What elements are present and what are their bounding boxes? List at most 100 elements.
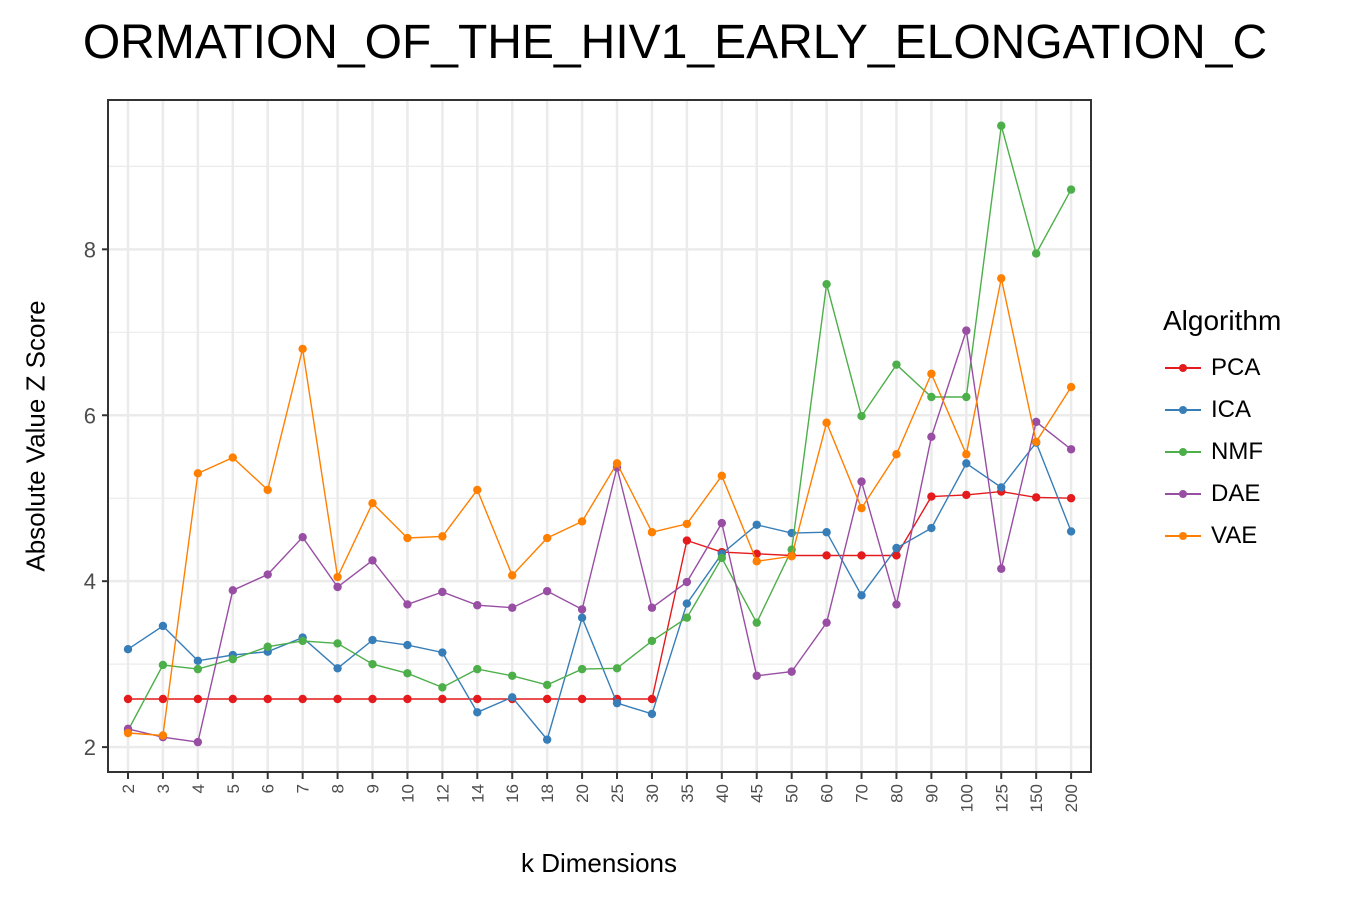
x-tick-label: 6: [259, 784, 278, 793]
data-point-vae: [717, 471, 727, 481]
x-tick-label: 10: [398, 784, 417, 803]
data-point-dae: [647, 603, 657, 612]
x-tick-label: 16: [503, 784, 522, 803]
series-layer: [123, 121, 1076, 747]
data-point-nmf: [717, 553, 727, 563]
data-point-dae: [438, 587, 447, 597]
data-point-nmf: [962, 392, 971, 402]
data-point-vae: [787, 552, 796, 561]
data-point-pca: [1066, 494, 1076, 503]
data-point-dae: [892, 600, 901, 609]
data-point-pca: [542, 694, 552, 704]
data-point-pca: [438, 694, 447, 704]
data-point-vae: [1031, 437, 1041, 447]
data-point-nmf: [577, 664, 587, 674]
x-tick-label: 12: [433, 784, 452, 803]
data-point-pca: [822, 551, 831, 560]
x-tick-label: 100: [957, 784, 976, 812]
data-point-pca: [298, 694, 307, 704]
series-line-ica: [127, 441, 1072, 742]
data-point-pca: [1031, 493, 1041, 502]
data-point-nmf: [1031, 249, 1041, 258]
data-point-dae: [508, 603, 517, 612]
data-point-nmf: [892, 360, 901, 369]
data-point-nmf: [158, 660, 168, 670]
data-point-ica: [577, 613, 587, 622]
y-axis-label: Absolute Value Z Score: [20, 300, 51, 572]
data-point-nmf: [682, 613, 692, 622]
data-point-ica: [857, 591, 866, 600]
data-point-dae: [333, 582, 342, 592]
data-point-pca: [123, 694, 133, 704]
data-point-ica: [822, 528, 831, 537]
data-point-dae: [193, 737, 203, 747]
data-point-vae: [822, 418, 831, 427]
data-point-dae: [752, 671, 761, 680]
legend-item-dae: DAE: [1163, 473, 1281, 515]
data-point-nmf: [473, 664, 482, 674]
data-point-pca: [403, 694, 412, 704]
data-point-vae: [857, 503, 866, 513]
data-point-dae: [577, 605, 587, 614]
data-point-nmf: [403, 669, 412, 678]
x-tick-label: 14: [468, 784, 487, 803]
x-tick-label: 40: [713, 784, 732, 803]
x-tick-label: 90: [922, 784, 941, 803]
x-tick-label: 125: [992, 784, 1011, 812]
data-point-ica: [403, 640, 412, 650]
series-dae: [123, 326, 1076, 747]
data-point-ica: [158, 621, 168, 631]
data-point-vae: [612, 459, 622, 468]
data-point-ica: [962, 459, 971, 468]
data-point-nmf: [822, 279, 831, 289]
data-point-vae: [927, 369, 936, 378]
chart-title: ORMATION_OF_THE_HIV1_EARLY_ELONGATION_C: [82, 16, 1268, 69]
legend-label: VAE: [1211, 522, 1258, 549]
data-point-dae: [403, 600, 412, 609]
data-point-nmf: [298, 636, 307, 646]
legend-label: DAE: [1211, 480, 1261, 507]
x-tick-label: 50: [783, 784, 802, 803]
data-point-nmf: [1066, 185, 1076, 194]
data-point-dae: [997, 564, 1006, 573]
data-point-ica: [752, 520, 761, 529]
x-tick-label: 30: [643, 784, 662, 803]
data-point-pca: [577, 694, 587, 704]
data-point-dae: [1066, 445, 1076, 454]
legend-swatch-vae: [1163, 526, 1203, 546]
data-point-ica: [542, 735, 552, 744]
legend-swatch-nmf: [1163, 442, 1203, 462]
data-point-ica: [123, 645, 133, 654]
data-point-vae: [438, 532, 447, 541]
y-tick-label: 4: [84, 569, 96, 594]
data-point-vae: [473, 485, 482, 495]
data-point-nmf: [542, 680, 552, 690]
x-tick-label: 5: [224, 784, 243, 793]
data-point-nmf: [368, 659, 377, 669]
legend-label: PCA: [1211, 354, 1261, 381]
data-point-nmf: [228, 654, 237, 664]
x-tick-label: 80: [887, 784, 906, 803]
data-point-dae: [717, 518, 727, 528]
data-point-dae: [368, 556, 377, 565]
legend-item-vae: VAE: [1163, 515, 1281, 557]
x-axis-label: k Dimensions: [520, 848, 678, 878]
data-point-dae: [542, 586, 552, 596]
data-point-nmf: [612, 664, 622, 673]
data-point-nmf: [263, 642, 272, 651]
data-point-ica: [892, 543, 901, 553]
x-tick-label: 45: [748, 784, 767, 803]
data-point-vae: [228, 453, 237, 462]
legend-item-ica: ICA: [1163, 389, 1281, 431]
data-point-pca: [263, 694, 272, 704]
x-tick-label: 70: [853, 784, 872, 803]
data-point-vae: [997, 274, 1006, 283]
data-point-pca: [333, 694, 342, 704]
legend-label: ICA: [1211, 396, 1252, 423]
x-tick-label: 25: [608, 784, 627, 803]
data-point-dae: [857, 477, 866, 486]
series-nmf: [123, 121, 1076, 735]
grid: [108, 100, 1091, 772]
data-point-vae: [263, 485, 272, 495]
